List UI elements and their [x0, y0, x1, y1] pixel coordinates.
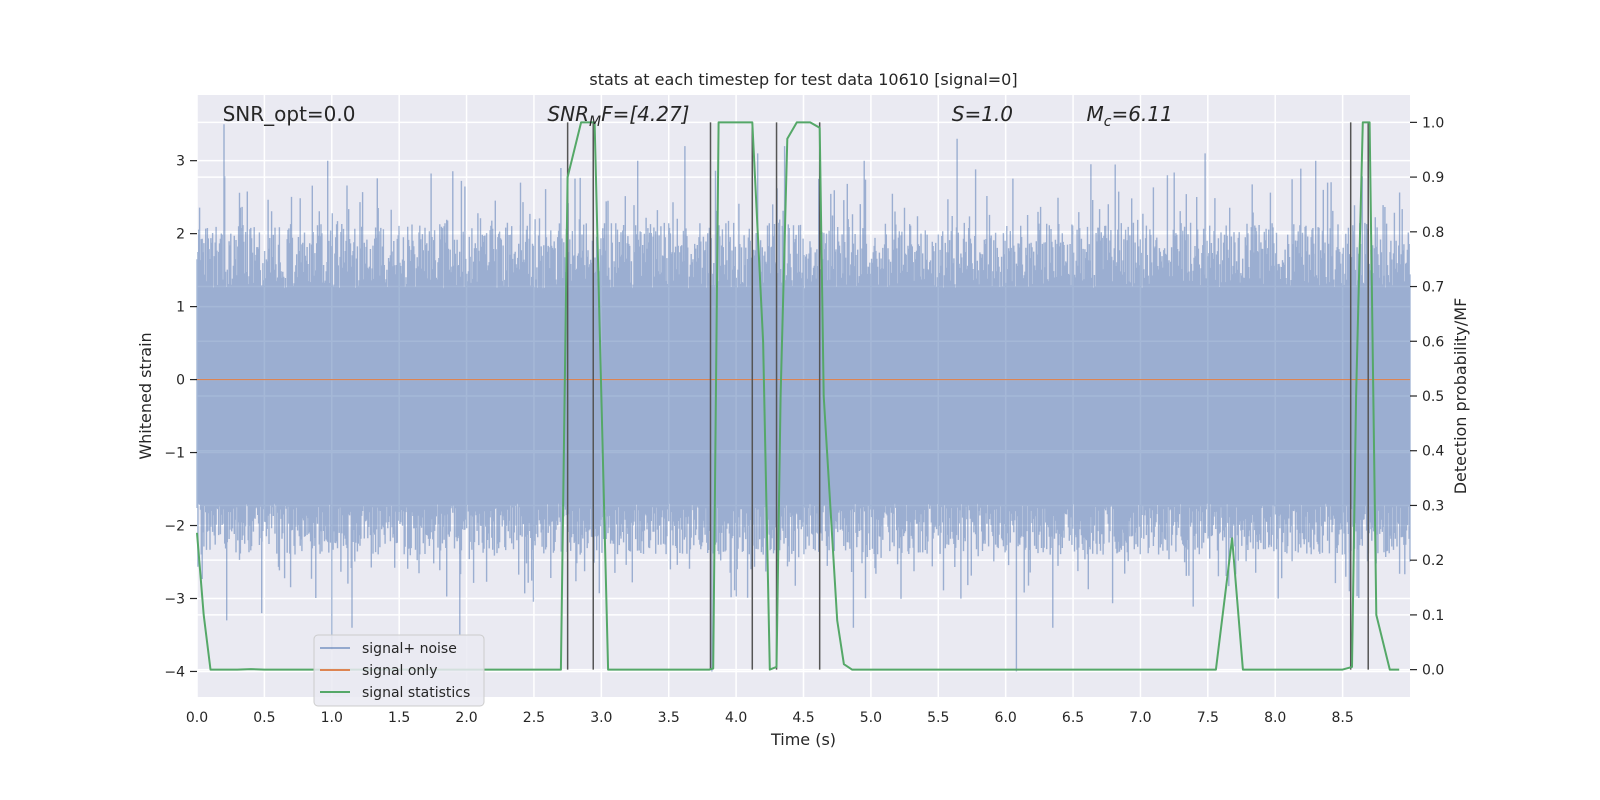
x-tick-label: 2.0 [455, 710, 477, 726]
y-tick-label: −4 [164, 664, 185, 680]
x-axis-ticks: 0.0 0.5 1.0 1.5 2.0 2.5 3.0 3.5 4.0 4.5 5.0 5.5 6.0 6… [186, 710, 1354, 726]
detection-markers [566, 122, 1369, 670]
x-tick-label: 1.5 [388, 710, 410, 726]
annotation-subscript: c [1104, 114, 1112, 130]
y2-tick-label: 0.2 [1422, 553, 1444, 569]
x-axis-label: Time (s) [770, 730, 836, 749]
y2-tick-label: 0.4 [1422, 444, 1444, 460]
y2-tick-label: 0.1 [1422, 608, 1444, 624]
y-tick-label: 0 [176, 373, 185, 389]
series-signal-plus-noise [196, 124, 1411, 672]
annotation-rest: =6.11 [1112, 102, 1173, 126]
x-tick-label: 3.0 [590, 710, 612, 726]
legend-label: signal only [362, 663, 437, 679]
y2-tick-label: 0.7 [1422, 280, 1444, 296]
x-tick-label: 0.0 [186, 710, 208, 726]
annotation-main: SNR_opt=0.0 [223, 102, 356, 126]
y2-tick-label: 0.5 [1422, 389, 1444, 405]
annotations: SNR_opt=0.0 SNRMF=[4.27] S=1.0 Mc=6.11 [223, 102, 1173, 130]
annotation-text: S=1.0 [952, 102, 1013, 126]
annotation-rest: F=[4.27] [601, 102, 689, 126]
annotation-text: SNRMF=[4.27] [547, 102, 689, 130]
y-tick-label: 2 [176, 227, 185, 243]
x-tick-label: 4.0 [725, 710, 747, 726]
y2-axis-ticks: 0.0 0.1 0.2 0.3 0.4 0.5 0.6 0.7 0.8 0.9 1.0 [1410, 115, 1444, 679]
annotation-subscript: M [589, 114, 601, 130]
annotation-text: Mc=6.11 [1087, 102, 1173, 130]
y-tick-label: −3 [164, 591, 185, 607]
y2-axis-label: Detection probability/MF [1451, 298, 1470, 495]
annotation-text: SNR_opt=0.0 [223, 102, 356, 126]
legend-label: signal+ noise [362, 641, 457, 657]
x-tick-label: 8.0 [1264, 710, 1286, 726]
legend-label: signal statistics [362, 685, 470, 701]
x-tick-label: 2.5 [523, 710, 545, 726]
x-tick-label: 3.5 [658, 710, 680, 726]
noise-trace [196, 124, 1411, 672]
x-tick-label: 0.5 [253, 710, 275, 726]
y2-tick-label: 0.8 [1422, 225, 1444, 241]
x-tick-label: 6.5 [1062, 710, 1084, 726]
annotation-rest: =1.0 [964, 102, 1013, 126]
x-tick-label: 4.5 [792, 710, 814, 726]
legend: signal+ noise signal only signal statistic… [313, 634, 485, 707]
annotation-main: SNR [547, 102, 589, 126]
y-tick-label: −2 [164, 519, 185, 535]
y-tick-label: 1 [176, 300, 185, 316]
legend-box [313, 634, 485, 707]
y2-tick-label: 0.6 [1422, 334, 1444, 350]
annotation-main: S [952, 102, 965, 126]
x-tick-label: 8.5 [1331, 710, 1353, 726]
y2-tick-label: 0.3 [1422, 498, 1444, 514]
x-tick-label: 7.5 [1197, 710, 1219, 726]
y-axis-ticks: −4 −3 −2 −1 0 1 2 3 [164, 154, 197, 680]
chart-title: stats at each timestep for test data 106… [589, 70, 1017, 89]
x-tick-label: 5.0 [860, 710, 882, 726]
x-tick-label: 6.0 [995, 710, 1017, 726]
x-tick-label: 1.0 [321, 710, 343, 726]
y-tick-label: −1 [164, 446, 185, 462]
y-axis-label: Whitened strain [136, 332, 155, 459]
y2-tick-label: 0.0 [1422, 663, 1444, 679]
y2-tick-label: 1.0 [1422, 115, 1444, 131]
x-tick-label: 5.5 [927, 710, 949, 726]
y-tick-label: 3 [176, 154, 185, 170]
x-tick-label: 7.0 [1129, 710, 1151, 726]
y2-tick-label: 0.9 [1422, 170, 1444, 186]
annotation-main: M [1087, 102, 1104, 126]
